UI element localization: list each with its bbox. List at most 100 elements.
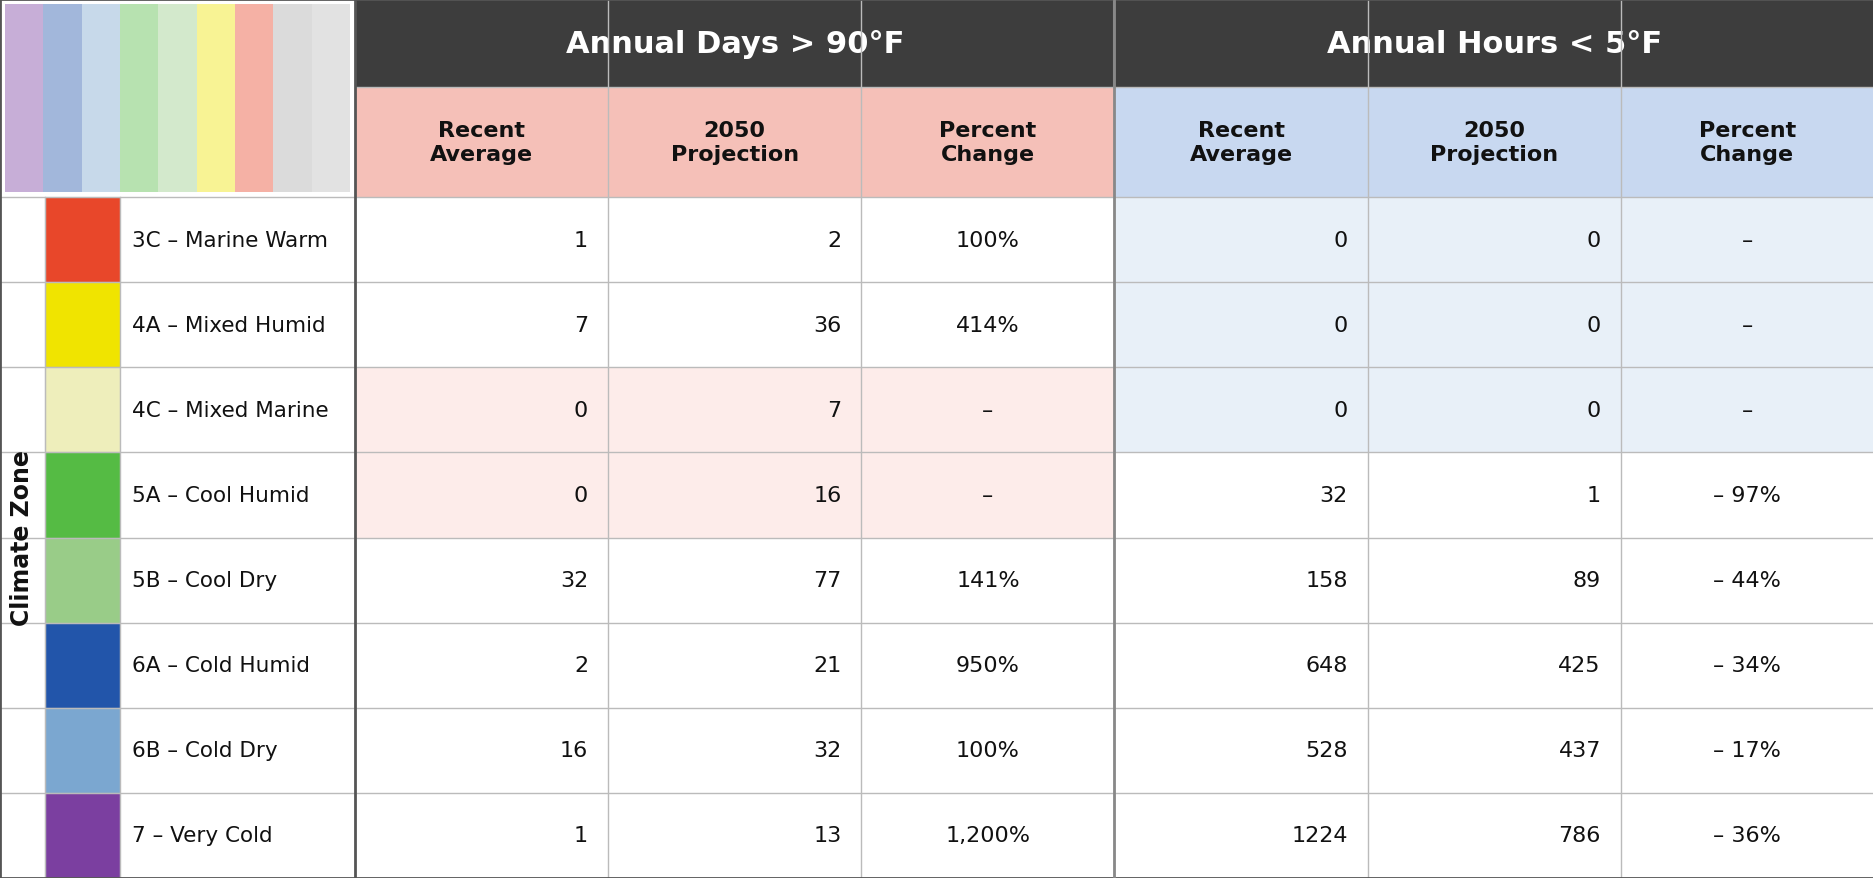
Bar <box>1367 453 1620 538</box>
Bar <box>1620 283 1873 368</box>
Text: 0: 0 <box>1586 315 1600 335</box>
Bar <box>1620 623 1873 708</box>
Text: 6B – Cold Dry: 6B – Cold Dry <box>131 740 277 760</box>
Bar <box>120 368 354 453</box>
Bar <box>120 793 354 878</box>
Text: Annual Days > 90°F: Annual Days > 90°F <box>566 30 903 59</box>
Bar <box>45 623 120 708</box>
Text: 77: 77 <box>813 571 841 590</box>
Bar <box>354 453 609 538</box>
Text: 4C – Mixed Marine: 4C – Mixed Marine <box>131 400 328 421</box>
Bar <box>43 5 82 193</box>
Bar <box>862 793 1114 878</box>
Text: – 17%: – 17% <box>1712 740 1781 760</box>
Text: 2050
Projection: 2050 Projection <box>671 121 798 164</box>
Bar <box>120 708 354 793</box>
Text: 0: 0 <box>1586 230 1600 250</box>
Bar <box>0 0 354 198</box>
Text: 5A – Cool Humid: 5A – Cool Humid <box>131 486 309 506</box>
Bar <box>273 5 311 193</box>
Bar <box>45 538 120 623</box>
Text: 7: 7 <box>826 400 841 421</box>
Bar <box>1620 793 1873 878</box>
Bar <box>1367 623 1620 708</box>
Bar <box>1620 708 1873 793</box>
Text: 0: 0 <box>1586 400 1600 421</box>
Bar <box>862 623 1114 708</box>
Text: 89: 89 <box>1571 571 1600 590</box>
Bar <box>45 793 120 878</box>
Bar <box>354 283 609 368</box>
Text: Recent
Average: Recent Average <box>1189 121 1292 164</box>
Text: 7 – Very Cold: 7 – Very Cold <box>131 825 272 846</box>
Bar <box>1114 88 1873 198</box>
Text: 158: 158 <box>1304 571 1347 590</box>
Bar <box>862 538 1114 623</box>
Bar <box>1367 198 1620 283</box>
Bar <box>609 368 862 453</box>
Bar <box>1620 538 1873 623</box>
Bar <box>0 0 354 878</box>
Bar <box>609 538 862 623</box>
Text: 100%: 100% <box>955 230 1019 250</box>
Text: 13: 13 <box>813 825 841 846</box>
Bar <box>354 538 609 623</box>
Bar <box>354 88 1114 198</box>
Text: –: – <box>1740 230 1751 250</box>
Bar <box>1367 793 1620 878</box>
Text: Climate Zone: Climate Zone <box>11 450 34 626</box>
Text: 2: 2 <box>573 656 588 675</box>
Bar <box>1114 793 1367 878</box>
Text: 5B – Cool Dry: 5B – Cool Dry <box>131 571 277 590</box>
Bar <box>157 5 197 193</box>
Bar <box>197 5 234 193</box>
Text: 32: 32 <box>1319 486 1347 506</box>
Bar <box>1367 283 1620 368</box>
Text: 16: 16 <box>813 486 841 506</box>
Text: Percent
Change: Percent Change <box>1699 121 1794 164</box>
Bar <box>82 5 120 193</box>
Bar <box>45 198 120 283</box>
Text: 32: 32 <box>813 740 841 760</box>
Text: Percent
Change: Percent Change <box>938 121 1036 164</box>
Text: 141%: 141% <box>955 571 1019 590</box>
Bar <box>1620 453 1873 538</box>
Text: – 36%: – 36% <box>1712 825 1781 846</box>
Bar <box>45 453 120 538</box>
Text: 3C – Marine Warm: 3C – Marine Warm <box>131 230 328 250</box>
Bar <box>609 793 862 878</box>
Text: –: – <box>1740 400 1751 421</box>
Text: – 44%: – 44% <box>1712 571 1781 590</box>
Text: 1: 1 <box>573 230 588 250</box>
Bar <box>609 198 862 283</box>
Bar <box>1114 453 1367 538</box>
Text: 425: 425 <box>1558 656 1600 675</box>
Text: 2: 2 <box>826 230 841 250</box>
Text: 36: 36 <box>813 315 841 335</box>
Text: 437: 437 <box>1558 740 1600 760</box>
Text: 6A – Cold Humid: 6A – Cold Humid <box>131 656 309 675</box>
Bar <box>354 708 609 793</box>
Text: 1224: 1224 <box>1290 825 1347 846</box>
Bar <box>311 5 350 193</box>
Bar <box>6 5 350 193</box>
Text: – 34%: – 34% <box>1712 656 1781 675</box>
Text: 528: 528 <box>1304 740 1347 760</box>
Bar <box>862 453 1114 538</box>
Text: –: – <box>1740 315 1751 335</box>
Bar <box>1620 198 1873 283</box>
Bar <box>6 5 43 193</box>
Bar <box>1367 538 1620 623</box>
Bar <box>354 368 609 453</box>
Bar <box>120 623 354 708</box>
Text: 786: 786 <box>1558 825 1600 846</box>
Bar <box>1114 283 1367 368</box>
Bar <box>120 198 354 283</box>
Bar <box>609 453 862 538</box>
Bar <box>354 198 609 283</box>
Bar <box>45 708 120 793</box>
Text: 0: 0 <box>573 400 588 421</box>
Bar <box>1114 368 1367 453</box>
Text: 648: 648 <box>1305 656 1347 675</box>
Text: Recent
Average: Recent Average <box>429 121 532 164</box>
